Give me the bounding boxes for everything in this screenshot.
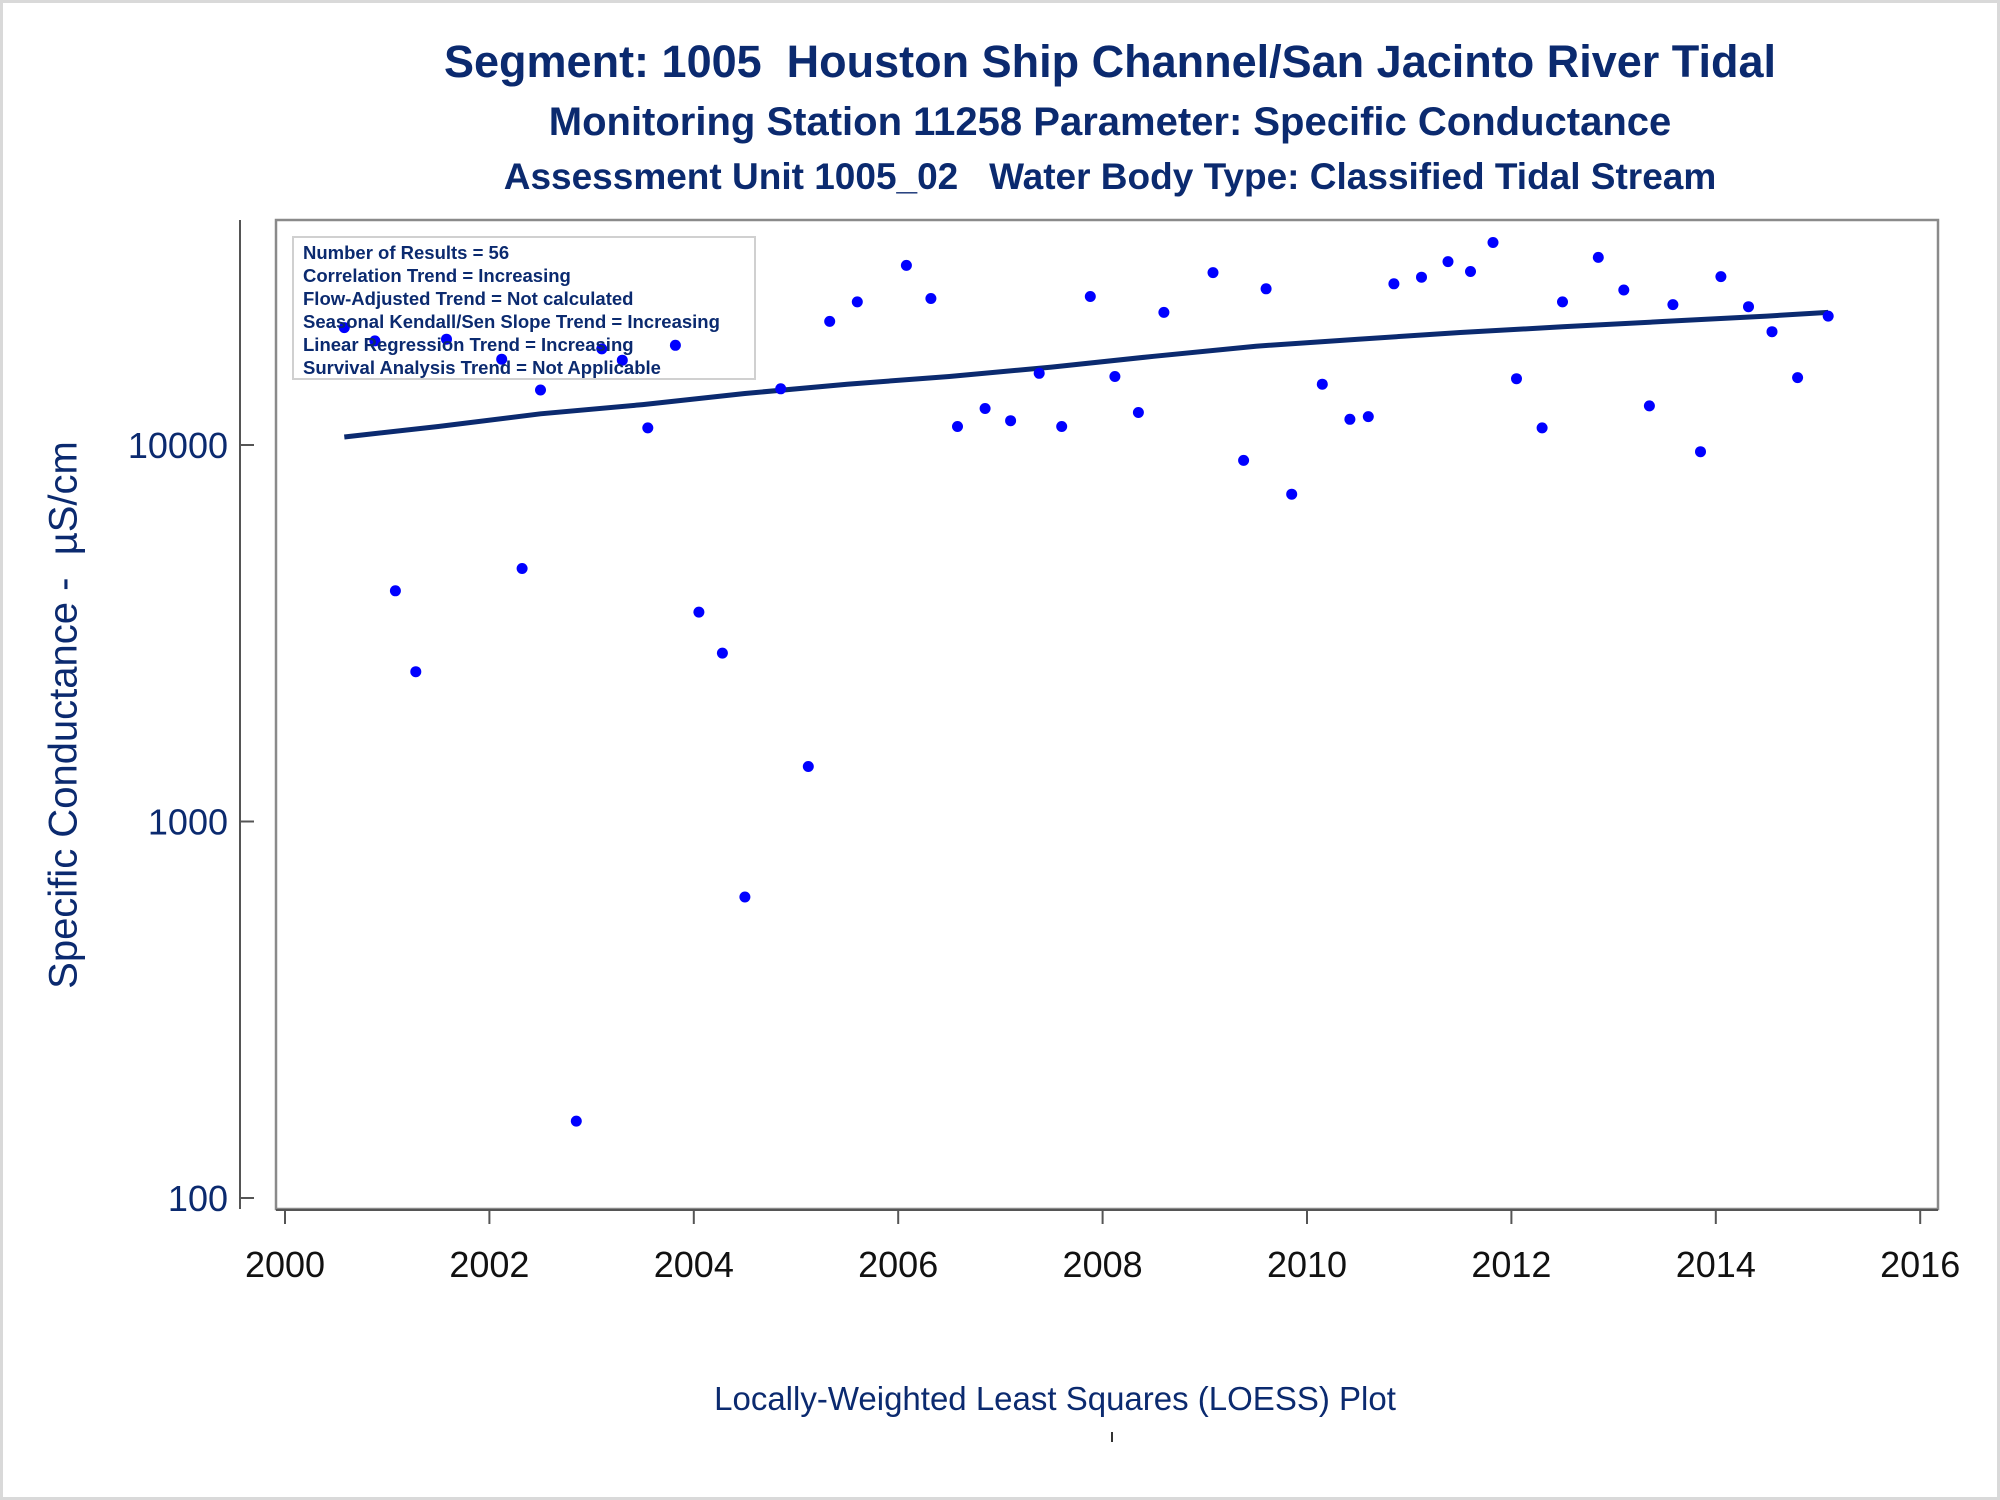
data-point-56 [1822,310,1834,322]
data-point-15 [716,647,728,659]
data-point-49 [1643,400,1655,412]
data-point-27 [1056,421,1068,432]
data-point-7 [516,563,528,574]
data-point-47 [1592,251,1604,263]
data-point-39 [1388,278,1400,290]
data-point-2 [369,335,381,347]
data-point-30 [1132,407,1144,418]
data-point-52 [1715,271,1727,283]
data-point-25 [1005,415,1017,427]
data-point-53 [1743,301,1754,313]
data-point-54 [1766,326,1778,338]
data-point-23 [952,421,963,432]
chart-subtitle-assessment: Assessment Unit 1005_02 Water Body Type:… [503,156,1717,197]
data-point-11 [616,354,628,366]
data-point-31 [1158,306,1170,318]
data-point-46 [1557,296,1568,308]
data-point-26 [1033,367,1045,379]
x-tick-label-2006: 2006 [858,1244,938,1285]
data-point-44 [1511,373,1522,385]
data-point-4 [410,666,422,678]
legend-flow-adjusted-trend: Flow-Adjusted Trend = Not calculated [303,288,634,309]
data-point-5 [441,333,452,345]
data-point-21 [900,259,912,271]
data-point-41 [1442,256,1454,268]
data-point-3 [389,585,401,597]
plot-caption: Locally-Weighted Least Squares (LOESS) P… [714,1380,1396,1417]
data-point-12 [642,422,654,434]
data-point-9 [570,1115,582,1127]
data-point-29 [1109,371,1121,382]
data-point-1 [338,322,350,334]
x-tick-label-2012: 2012 [1471,1244,1551,1285]
data-point-28 [1084,291,1096,302]
x-tick-label-2004: 2004 [654,1244,734,1285]
trend-legend: Number of Results = 56 Correlation Trend… [292,236,756,380]
data-point-35 [1286,488,1298,500]
data-point-43 [1487,237,1499,248]
x-tick-label-2016: 2016 [1880,1244,1960,1285]
data-point-13 [669,339,681,351]
data-point-19 [824,315,836,327]
x-tick-label-2008: 2008 [1063,1244,1143,1285]
data-point-20 [851,296,863,308]
data-point-18 [802,761,814,772]
data-point-42 [1465,266,1476,277]
x-tick-label-2000: 2000 [245,1244,325,1285]
y-tick-label-1000: 1000 [148,802,228,843]
data-point-8 [535,384,546,396]
chart-title: Segment: 1005 Houston Ship Channel/San J… [444,36,1776,87]
data-point-40 [1416,271,1427,283]
data-point-34 [1260,283,1272,295]
data-point-36 [1316,378,1328,390]
data-point-32 [1207,267,1219,279]
data-point-6 [496,353,508,365]
legend-number-of-results: Number of Results = 56 [303,242,510,263]
x-tick-label-2014: 2014 [1676,1244,1756,1285]
legend-correlation-trend: Correlation Trend = Increasing [303,265,571,286]
y-tick-label-10000: 10000 [128,425,228,466]
data-point-38 [1362,411,1374,423]
x-tick-label-2010: 2010 [1267,1244,1347,1285]
data-point-10 [596,343,608,355]
data-point-14 [693,606,705,618]
data-point-45 [1536,422,1548,434]
data-point-22 [925,293,937,304]
chart-subtitle-station: Monitoring Station 11258 Parameter: Spec… [548,100,1672,144]
data-point-24 [979,403,991,414]
x-tick-label-2002: 2002 [449,1244,529,1285]
data-point-17 [775,383,787,395]
loess-trend-line [344,309,1829,440]
legend-survival-analysis-trend: Survival Analysis Trend = Not Applicable [303,357,661,378]
data-point-33 [1238,454,1250,466]
data-point-16 [739,891,751,903]
data-point-48 [1618,284,1630,296]
data-point-37 [1344,413,1356,425]
data-point-51 [1695,446,1706,458]
legend-linear-regression-trend: Linear Regression Trend = Increasing [303,334,634,355]
caption-tick-mark [1111,1432,1113,1442]
y-tick-label-100: 100 [168,1178,228,1219]
legend-seasonal-kendall-trend: Seasonal Kendall/Sen Slope Trend = Incre… [303,311,720,332]
data-point-55 [1792,372,1804,384]
data-point-50 [1667,299,1679,311]
